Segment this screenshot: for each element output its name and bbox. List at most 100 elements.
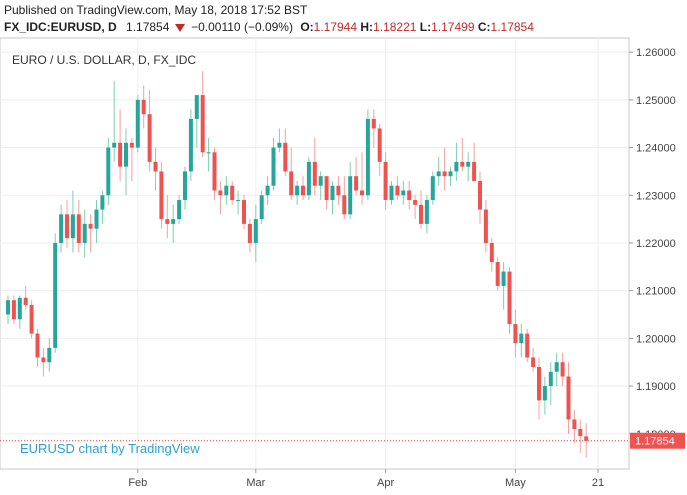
candle-down[interactable] <box>407 190 412 201</box>
candle-up[interactable] <box>135 99 140 148</box>
candle-down[interactable] <box>147 114 152 162</box>
candle-down[interactable] <box>242 200 246 224</box>
price-axis[interactable]: 1.26000 1.25000 1.24000 1.23000 1.22000 1.210… <box>629 47 676 441</box>
candle-up[interactable] <box>306 161 311 196</box>
candle-down[interactable] <box>23 297 28 305</box>
candle-down[interactable] <box>65 214 69 239</box>
candle-down[interactable] <box>578 428 583 437</box>
candle-up[interactable] <box>277 142 282 148</box>
candle-up[interactable] <box>436 171 441 177</box>
candle-up[interactable] <box>183 171 187 201</box>
candle-up[interactable] <box>448 171 453 177</box>
candle-up[interactable] <box>224 185 229 196</box>
candle-up[interactable] <box>542 386 547 401</box>
candle-up[interactable] <box>253 219 258 243</box>
candle-down[interactable] <box>566 376 571 420</box>
candle-up[interactable] <box>171 219 176 224</box>
candle-up[interactable] <box>466 161 471 167</box>
candle-up[interactable] <box>194 95 199 119</box>
candle-up[interactable] <box>519 333 524 344</box>
candle-down[interactable] <box>212 152 217 191</box>
candle-down[interactable] <box>460 161 465 167</box>
candle-up[interactable] <box>501 271 506 286</box>
candle-down[interactable] <box>159 171 164 220</box>
candle-up[interactable] <box>454 161 459 172</box>
candle-down[interactable] <box>395 185 400 196</box>
candle-up[interactable] <box>348 176 353 215</box>
candle-up[interactable] <box>82 223 87 243</box>
candle-up[interactable] <box>70 214 75 239</box>
candle-up[interactable] <box>177 200 182 220</box>
candle-up[interactable] <box>100 195 105 210</box>
candle-down[interactable] <box>354 176 359 191</box>
candle-up[interactable] <box>554 362 559 372</box>
candle-down[interactable] <box>324 176 329 201</box>
candle-up[interactable] <box>330 185 335 201</box>
candle-up[interactable] <box>548 371 553 387</box>
candle-down[interactable] <box>289 171 294 196</box>
candle-down[interactable] <box>525 333 530 358</box>
candle-down[interactable] <box>507 271 512 325</box>
candle-down[interactable] <box>200 95 205 153</box>
candle-up[interactable] <box>259 195 264 220</box>
candle-down[interactable] <box>35 333 40 358</box>
candle-down[interactable] <box>560 362 565 377</box>
candle-down[interactable] <box>413 200 418 205</box>
candle-up[interactable] <box>188 118 193 172</box>
candle-down[interactable] <box>495 262 500 286</box>
candle-up[interactable] <box>53 242 58 348</box>
candle-down[interactable] <box>247 223 252 243</box>
candle-up[interactable] <box>430 176 435 201</box>
candle-down[interactable] <box>342 195 347 215</box>
candle-down[interactable] <box>442 171 447 177</box>
candle-up[interactable] <box>389 185 394 201</box>
candle-down[interactable] <box>76 214 81 243</box>
candle-down[interactable] <box>572 419 577 429</box>
time-axis[interactable]: Feb Mar Apr May 21 <box>128 469 604 489</box>
candle-up[interactable] <box>94 209 99 229</box>
candle-up[interactable] <box>47 347 52 363</box>
candle-down[interactable] <box>383 161 388 201</box>
candle-up[interactable] <box>401 190 406 196</box>
candle-up[interactable] <box>295 185 300 196</box>
candle-down[interactable] <box>377 128 382 162</box>
candle-down[interactable] <box>483 209 488 243</box>
candle-up[interactable] <box>206 152 211 154</box>
candle-up[interactable] <box>17 297 22 320</box>
candle-up[interactable] <box>106 147 111 196</box>
candle-down[interactable] <box>312 161 317 186</box>
candle-up[interactable] <box>265 185 270 196</box>
candle-down[interactable] <box>230 185 235 201</box>
candle-up[interactable] <box>365 118 370 196</box>
candle-down[interactable] <box>360 190 364 196</box>
candle-down[interactable] <box>118 142 123 167</box>
candle-up[interactable] <box>59 214 64 243</box>
watermark[interactable]: EURUSD chart by TradingView <box>20 441 200 456</box>
candle-down[interactable] <box>336 185 341 196</box>
candle-down[interactable] <box>513 324 518 344</box>
candle-down[interactable] <box>141 99 146 115</box>
candle-down[interactable] <box>531 357 536 367</box>
candle-down[interactable] <box>472 161 477 181</box>
candle-down[interactable] <box>165 219 170 224</box>
candle-down[interactable] <box>489 242 494 263</box>
candle-down[interactable] <box>584 436 589 441</box>
candle-down[interactable] <box>153 161 158 172</box>
candle-down[interactable] <box>419 204 423 224</box>
candle-down[interactable] <box>283 142 288 172</box>
candle-up[interactable] <box>318 176 323 186</box>
candle-up[interactable] <box>236 200 241 202</box>
candle-down[interactable] <box>29 304 34 334</box>
candle-down[interactable] <box>41 357 46 363</box>
candle-down[interactable] <box>371 118 376 129</box>
candle-down[interactable] <box>11 300 16 320</box>
candle-up[interactable] <box>271 147 276 186</box>
candle-up[interactable] <box>112 142 117 148</box>
candle-down[interactable] <box>88 223 93 229</box>
candle-up[interactable] <box>124 142 128 167</box>
candle-up[interactable] <box>424 200 429 224</box>
candle-down[interactable] <box>218 190 223 196</box>
candle-up[interactable] <box>6 300 10 315</box>
candle-down[interactable] <box>129 142 134 148</box>
